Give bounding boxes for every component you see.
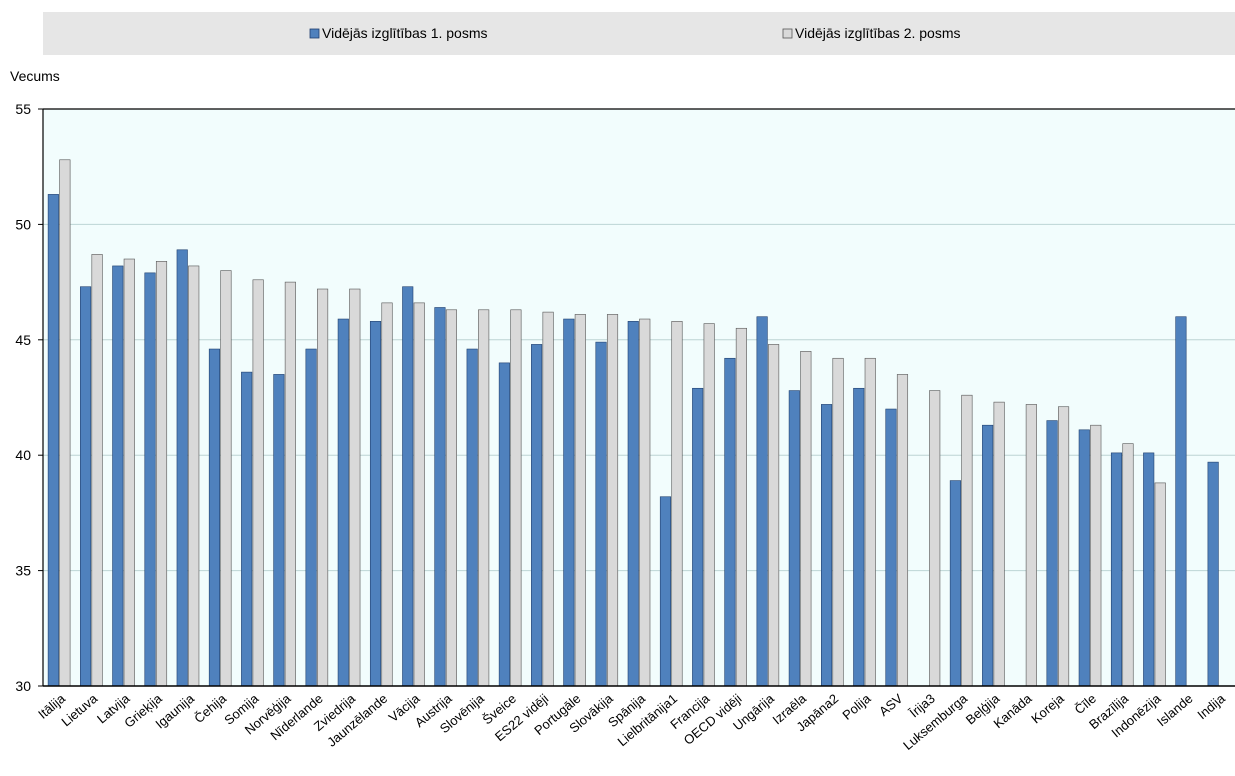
- bar-series-1: [724, 357, 736, 687]
- bar-series-2: [1122, 443, 1134, 687]
- bar-series-1: [531, 344, 543, 687]
- bar-series-1: [1143, 452, 1155, 687]
- bar-series-2: [961, 394, 973, 687]
- bar-series-1: [949, 480, 961, 687]
- y-tick-label: 50: [15, 216, 31, 232]
- bar-series-2: [91, 254, 103, 687]
- x-tick-label: Islande: [1154, 691, 1196, 729]
- bars: [47, 159, 1219, 687]
- bar-series-2: [252, 279, 264, 687]
- x-tick-labels: ItālijaLietuvaLatvijaGrieķijaIgaunijaČeh…: [35, 690, 1228, 753]
- bar-series-1: [1078, 429, 1090, 687]
- legend-swatch-series-1: [309, 28, 320, 39]
- bar-series-2: [220, 270, 232, 687]
- bar-series-2: [542, 311, 554, 687]
- legend-box: [43, 12, 1235, 55]
- bar-series-2: [510, 309, 522, 687]
- y-tick-label: 30: [15, 678, 31, 694]
- y-axis-label: Vecums: [10, 68, 60, 84]
- bar-series-1: [466, 348, 478, 687]
- bar-series-1: [369, 321, 382, 687]
- bar-series-2: [478, 309, 490, 687]
- bar-series-2: [1025, 404, 1037, 687]
- bar-series-2: [768, 344, 780, 687]
- bar-series-2: [929, 390, 941, 687]
- bar-series-1: [788, 390, 800, 687]
- bar-series-1: [1110, 452, 1123, 687]
- y-tick-label: 55: [15, 101, 31, 117]
- legend-label-series-2: Vidējās izglītības 2. posms: [795, 25, 961, 41]
- bar-series-1: [498, 362, 510, 687]
- y-tick-label: 40: [15, 447, 31, 463]
- bar-series-2: [1154, 482, 1166, 687]
- bar-series-1: [756, 316, 768, 687]
- bar-series-2: [284, 281, 296, 687]
- axes: [42, 108, 1235, 687]
- bar-series-2: [574, 314, 586, 687]
- bar-series-2: [800, 351, 812, 687]
- bar-series-1: [337, 318, 349, 687]
- x-tick-label: Polija: [839, 690, 874, 722]
- bar-series-2: [413, 302, 425, 687]
- y-ticks: 30 35 40 45 50 55: [15, 101, 43, 694]
- bar-series-2: [445, 309, 458, 687]
- bar-series-2: [1090, 424, 1102, 687]
- bar-series-1: [80, 286, 92, 687]
- bar-series-1: [885, 408, 897, 687]
- bar-series-1: [1175, 316, 1187, 687]
- bar-series-2: [671, 321, 683, 687]
- bar-series-2: [349, 288, 361, 687]
- bar-series-2: [639, 318, 651, 687]
- bar-series-2: [703, 323, 715, 687]
- bar-series-1: [853, 387, 865, 687]
- bar-series-1: [659, 496, 672, 687]
- bar-series-2: [896, 374, 909, 687]
- legend-label-series-1: Vidējās izglītības 1. posms: [322, 25, 488, 41]
- bar-series-2: [155, 261, 168, 687]
- bar-series-1: [982, 424, 994, 687]
- bar-series-2: [317, 288, 329, 687]
- bar-series-1: [273, 374, 285, 687]
- bar-series-2: [993, 401, 1005, 687]
- bar-series-1: [627, 321, 639, 687]
- y-tick-label: 35: [15, 563, 31, 579]
- bar-series-2: [59, 159, 71, 687]
- x-tick-label: ASV: [876, 691, 906, 719]
- y-tick-label: 45: [15, 332, 31, 348]
- bar-series-1: [563, 318, 575, 687]
- bar-series-1: [144, 272, 156, 687]
- bar-series-1: [1046, 420, 1058, 687]
- bar-series-2: [1058, 406, 1070, 687]
- bar-series-2: [123, 258, 135, 687]
- legend: Vidējās izglītības 1. posms Vidējās izgl…: [309, 25, 961, 41]
- bar-series-2: [864, 357, 876, 687]
- bar-series-1: [595, 341, 607, 687]
- bar-series-1: [1207, 461, 1219, 687]
- bar-series-2: [735, 327, 747, 687]
- bar-series-1: [112, 265, 124, 687]
- bar-series-1: [434, 307, 446, 687]
- legend-swatch-series-2: [782, 28, 793, 39]
- bar-series-1: [692, 387, 704, 687]
- bar-series-1: [176, 249, 188, 687]
- bar-series-2: [381, 302, 393, 687]
- bar-series-1: [820, 404, 833, 687]
- bar-series-2: [188, 265, 200, 687]
- bar-series-2: [606, 314, 619, 687]
- bar-series-2: [832, 357, 844, 687]
- bar-series-1: [241, 371, 253, 687]
- bar-series-1: [208, 348, 220, 687]
- x-tick-label: Koreja: [1028, 690, 1067, 726]
- bar-series-1: [402, 286, 414, 687]
- bar-series-1: [305, 348, 317, 687]
- x-tick-label: Lietuva: [58, 690, 100, 729]
- bar-series-1: [47, 194, 59, 687]
- x-tick-label: Indija: [1194, 690, 1228, 722]
